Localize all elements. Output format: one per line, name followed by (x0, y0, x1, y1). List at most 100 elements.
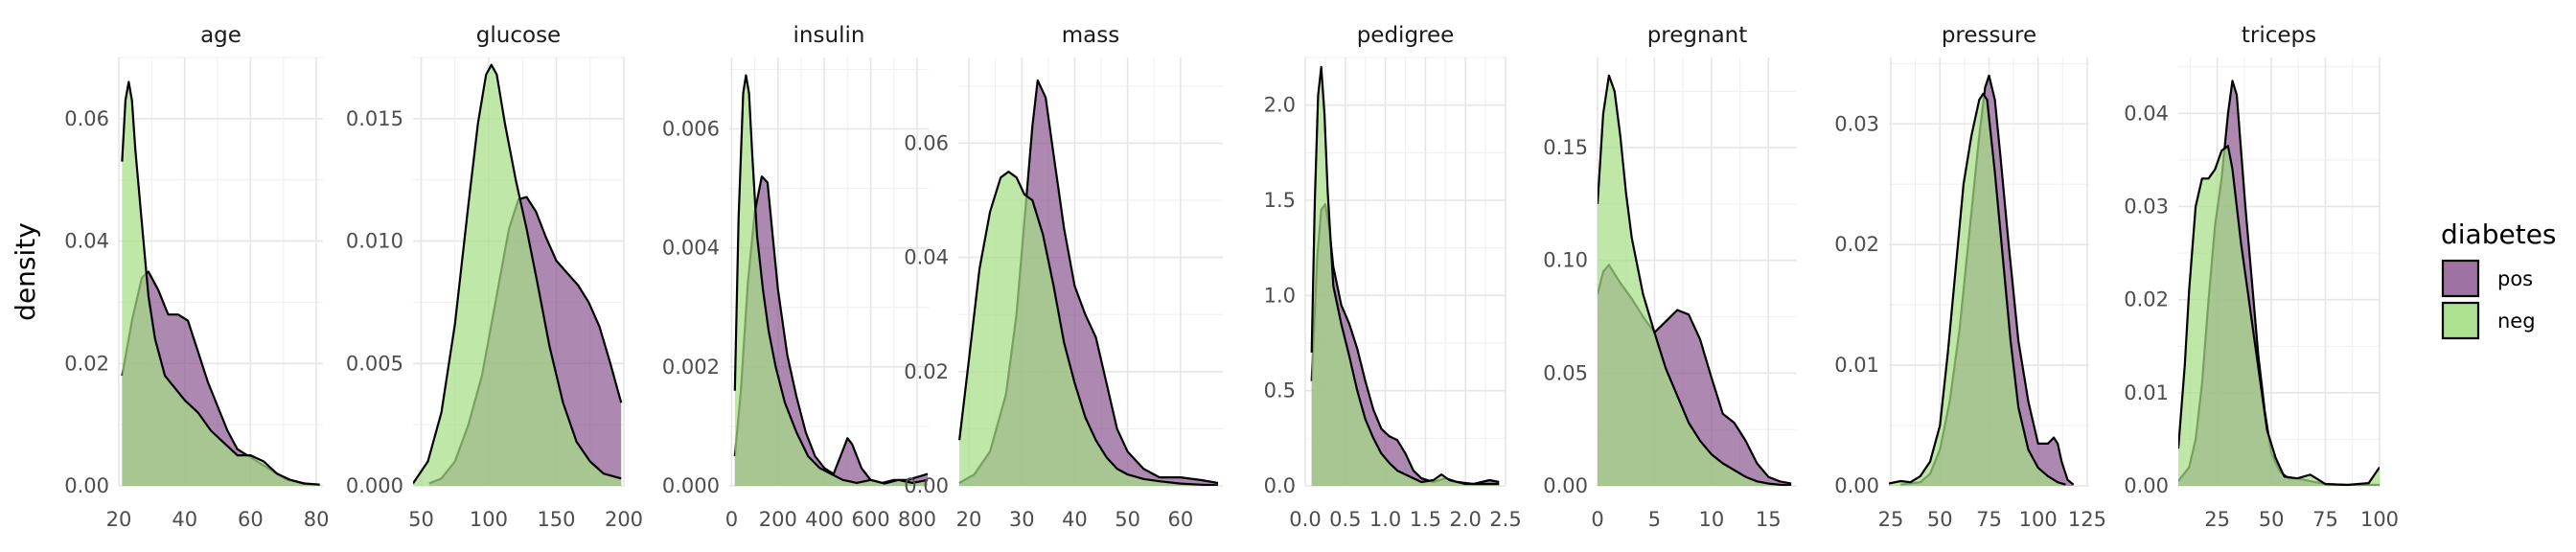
x-tick-label: 2.5 (1489, 508, 1521, 531)
x-tick-label: 100 (2019, 508, 2058, 531)
density-line-neg (121, 80, 320, 486)
density-area-neg (1311, 66, 1500, 486)
density-layer (121, 80, 320, 486)
density-layer (1310, 65, 1500, 486)
x-tick-label: 800 (898, 508, 936, 531)
x-tick-label: 15 (1756, 508, 1782, 531)
x-tick-label: 2.0 (1449, 508, 1481, 531)
x-tick-label: 75 (1976, 508, 2002, 531)
y-tick-label: 2.0 (1264, 94, 1296, 117)
x-tick-label: 75 (2312, 508, 2338, 531)
density-line-neg (1598, 74, 1792, 486)
facet-insulin: insulin 0 200 400 600 800 0.000 0.002 0.004 0.006 (662, 23, 936, 531)
facet-title: glucose (476, 23, 561, 48)
density-area-neg (1598, 75, 1792, 486)
x-tick-label: 50 (1115, 508, 1140, 531)
y-tick-label: 0.010 (346, 230, 403, 253)
density-area-neg (413, 64, 622, 486)
density-line-neg (733, 74, 929, 485)
y-tick-label: 0.10 (1543, 249, 1588, 272)
x-tick-label: 0 (1591, 508, 1603, 531)
y-tick-label: 0.04 (2124, 102, 2169, 125)
density-line-neg (1310, 65, 1500, 486)
y-tick-label: 0.005 (346, 352, 403, 375)
facet-title: age (200, 23, 242, 48)
x-tick-label: 10 (1698, 508, 1724, 531)
legend-label-neg: neg (2497, 310, 2536, 333)
x-tick-label: 400 (805, 508, 843, 531)
y-tick-label: 0.06 (904, 131, 949, 154)
y-tick-label: 0.015 (346, 107, 403, 130)
facet-age: age 20 40 60 80 0.00 0.02 0.04 0.06 (64, 23, 329, 531)
x-tick-label: 0.5 (1329, 508, 1361, 531)
x-tick-label: 20 (956, 508, 982, 531)
legend-label-pos: pos (2497, 267, 2533, 290)
density-area-neg (2178, 146, 2380, 486)
x-tick-label: 0 (725, 508, 738, 531)
facet-pregnant: pregnant 0 5 10 15 0.00 0.05 0.10 0.15 (1543, 23, 1797, 531)
x-tick-label: 1.0 (1369, 508, 1401, 531)
y-tick-label: 0.01 (2124, 381, 2169, 404)
x-tick-label: 5 (1648, 508, 1661, 531)
x-tick-label: 30 (1009, 508, 1035, 531)
x-tick-label: 100 (470, 508, 508, 531)
x-tick-label: 1.5 (1410, 508, 1441, 531)
x-tick-label: 100 (2360, 508, 2399, 531)
y-tick-label: 1.5 (1264, 189, 1296, 212)
x-tick-label: 125 (2068, 508, 2106, 531)
density-area-neg (1889, 93, 2066, 486)
y-tick-label: 0.02 (1834, 233, 1879, 256)
legend-key-pos (2441, 259, 2480, 298)
density-line-neg (1889, 92, 2066, 486)
y-tick-label: 0.05 (1543, 361, 1588, 384)
y-tick-label: 0.15 (1543, 136, 1588, 159)
y-tick-label: 0.04 (904, 246, 949, 269)
x-tick-label: 50 (2259, 508, 2285, 531)
y-tick-label: 0.06 (64, 107, 109, 130)
y-tick-label: 1.0 (1264, 284, 1296, 307)
y-tick-label: 0.000 (662, 474, 720, 497)
x-tick-label: 50 (408, 508, 434, 531)
y-tick-label: 0.0 (1264, 474, 1296, 497)
x-tick-label: 200 (759, 508, 797, 531)
y-tick-label: 0.02 (2124, 288, 2169, 311)
x-tick-label: 40 (172, 508, 197, 531)
density-line-neg (413, 63, 622, 485)
facet-title: triceps (2242, 23, 2316, 48)
y-tick-label: 0.00 (64, 474, 109, 497)
density-layer (413, 63, 623, 486)
x-tick-label: 60 (1167, 508, 1193, 531)
y-tick-label: 0.02 (904, 360, 949, 383)
facet-title: pressure (1942, 23, 2036, 48)
y-tick-label: 0.004 (662, 237, 720, 260)
density-area-neg (734, 75, 928, 486)
y-tick-label: 0.01 (1834, 354, 1879, 377)
density-layer (1889, 74, 2075, 486)
x-tick-label: 80 (304, 508, 330, 531)
facet-title: pregnant (1647, 23, 1748, 48)
legend-title: diabetes (2441, 218, 2557, 250)
x-tick-label: 25 (2204, 508, 2230, 531)
y-tick-label: 0.00 (2124, 474, 2169, 497)
density-line-neg (2178, 145, 2380, 486)
y-axis-label: density (10, 222, 41, 321)
x-tick-label: 600 (851, 508, 889, 531)
y-tick-label: 0.000 (346, 474, 403, 497)
y-tick-label: 0.002 (662, 356, 720, 379)
y-tick-label: 0.00 (1834, 474, 1879, 497)
x-tick-label: 25 (1878, 508, 1904, 531)
density-layer (1598, 74, 1792, 486)
y-tick-label: 0.00 (1543, 474, 1588, 497)
facet-title: mass (1062, 23, 1119, 48)
facet-pressure: pressure 25 50 75 100 125 0.00 0.01 0.02 0.03 (1834, 23, 2106, 531)
legend: diabetes pos neg (2441, 218, 2557, 340)
y-tick-label: 0.5 (1264, 380, 1296, 402)
density-line-neg (958, 171, 1219, 486)
x-tick-label: 20 (106, 508, 132, 531)
density-layer (2178, 80, 2380, 486)
facet-title: pedigree (1357, 23, 1455, 48)
facet-mass: mass 20 30 40 50 60 0.00 0.02 0.04 0.06 (904, 23, 1223, 531)
facet-pedigree: pedigree 0.0 0.5 1.0 1.5 2.0 2.5 0.0 0.5 1.0 1.5 2.… (1264, 23, 1522, 531)
x-tick-label: 60 (238, 508, 264, 531)
